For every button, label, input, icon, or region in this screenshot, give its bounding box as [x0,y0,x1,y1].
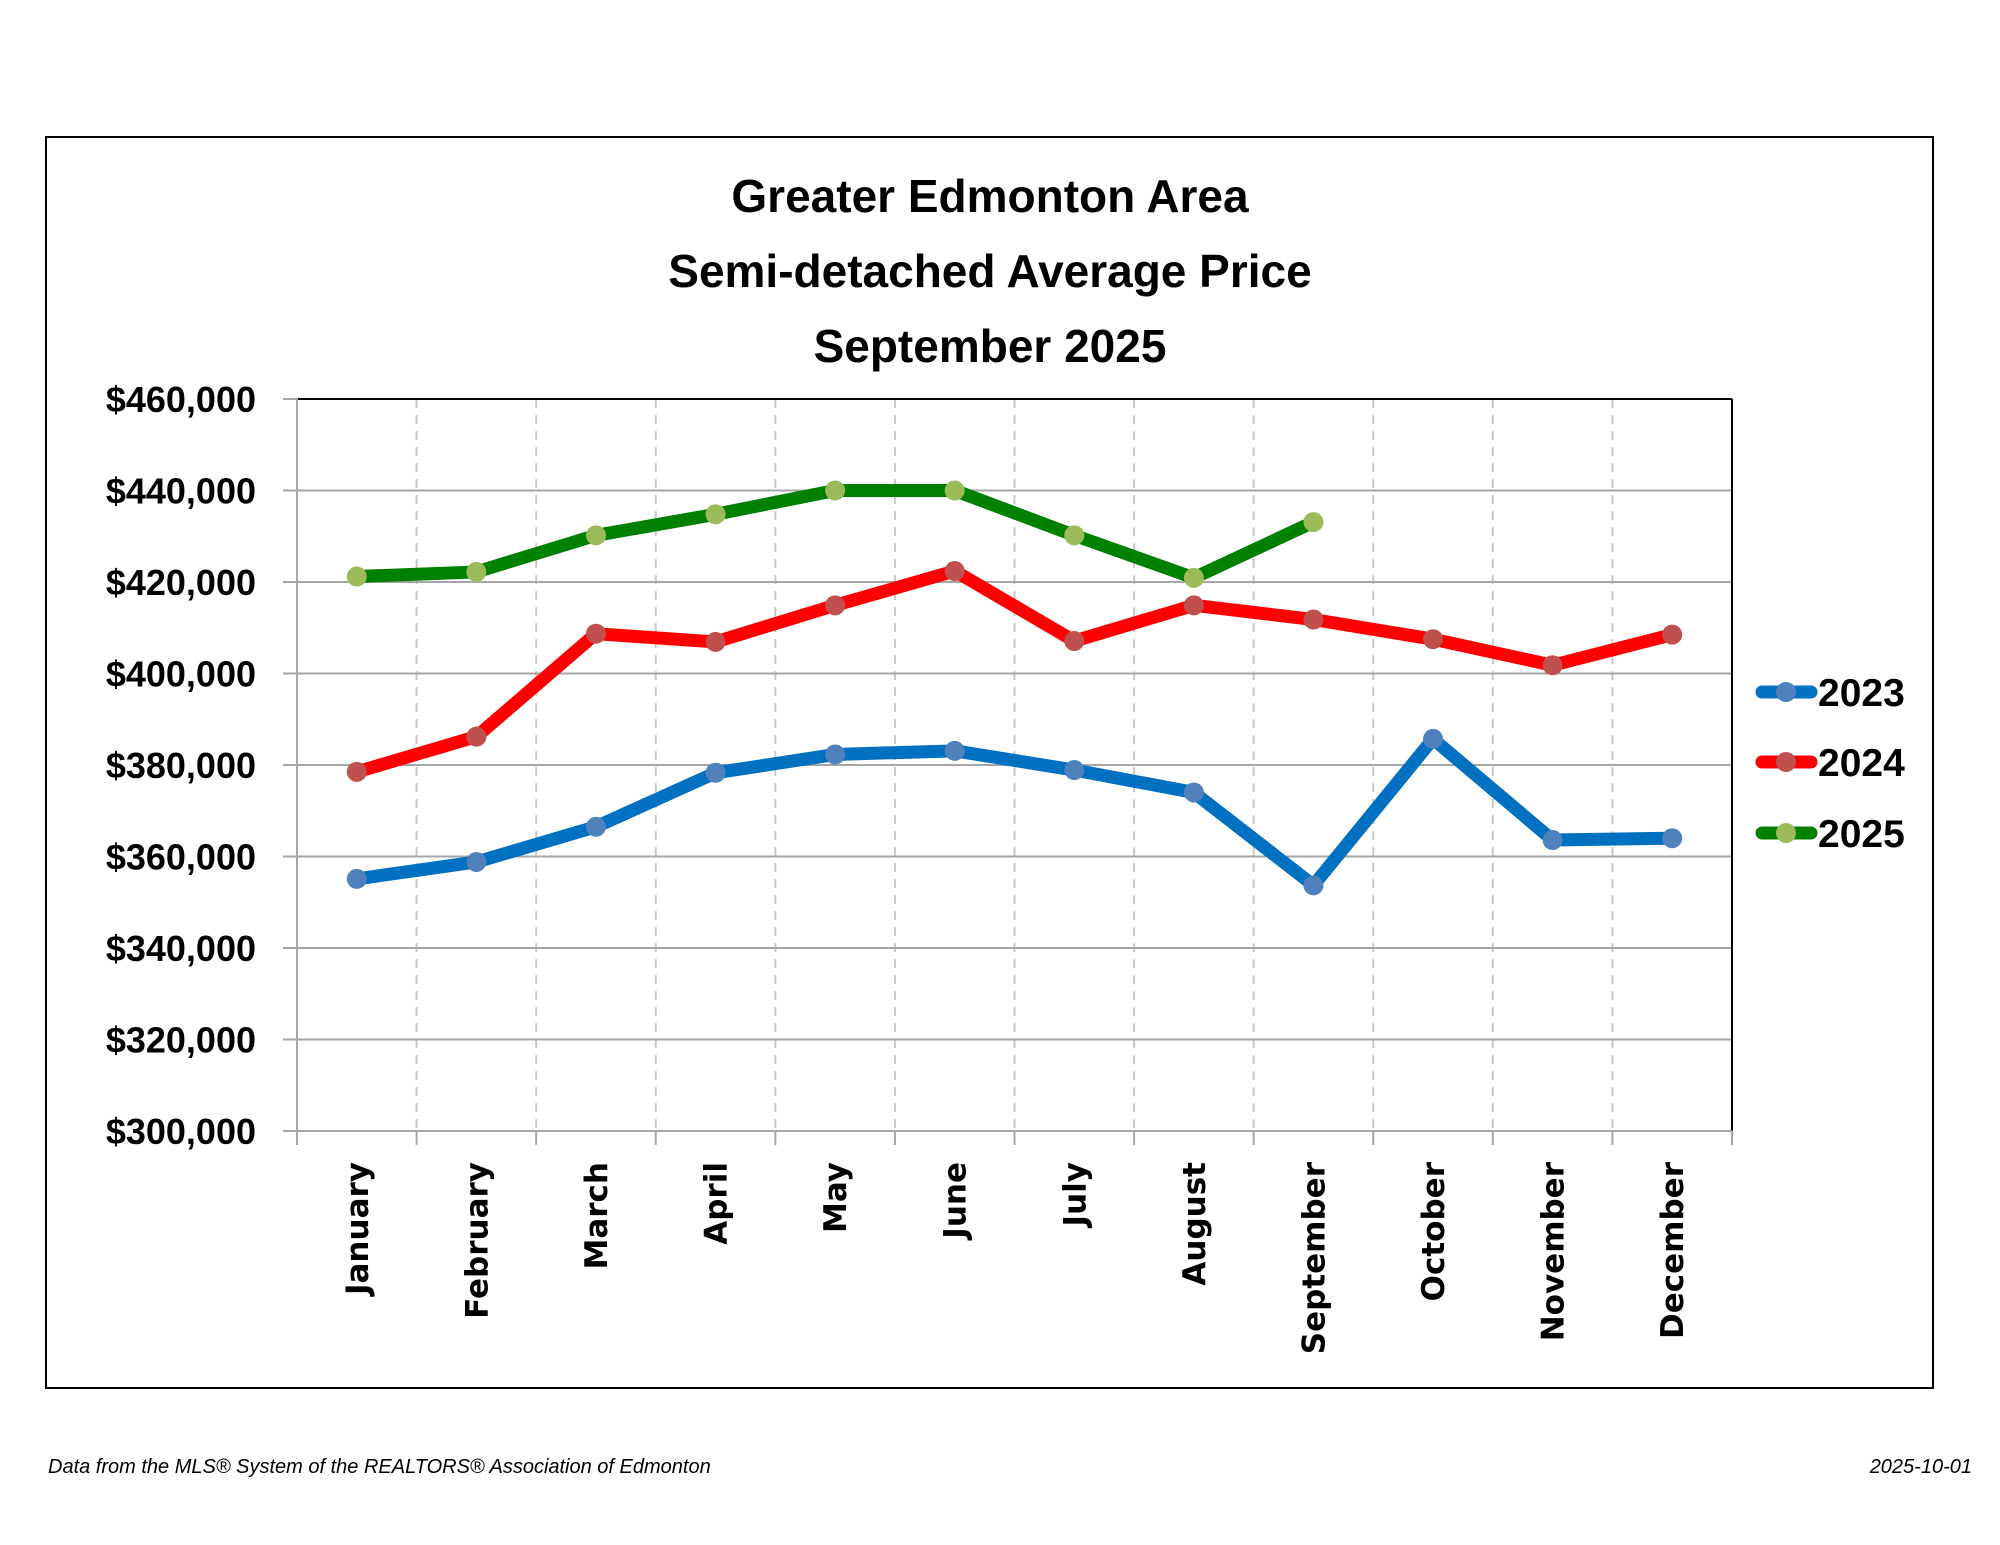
data-point-2025-august [1183,567,1204,588]
chart-title-line-1: Greater Edmonton Area [731,170,1249,222]
series-2024 [346,561,1683,782]
y-tick-label: $420,000 [106,562,256,603]
legend-label: 2023 [1818,672,1905,715]
chart-title-line-3: September 2025 [814,320,1167,372]
data-point-2023-april [705,762,726,783]
data-point-2023-june [944,740,965,761]
data-point-2025-february [466,561,487,582]
data-point-2024-may [825,595,846,616]
data-point-2025-april [705,504,726,525]
y-axis-tick-labels: $300,000 $320,000 $340,000 $360,000 $380,000… [106,379,256,1152]
axes [283,398,1733,1145]
legend-marker-2025 [1776,823,1796,843]
series-line-2023 [350,732,1679,892]
y-tick-label: $460,000 [106,379,256,420]
data-point-2024-july [1064,631,1085,652]
data-point-2025-july [1064,525,1085,546]
legend-item-2024: 2024 [1755,742,1905,785]
data-point-2024-january [346,761,367,782]
x-tick-label: March [579,1162,615,1270]
y-tick-label: $320,000 [106,1020,256,1061]
x-tick-label: December [1655,1161,1691,1339]
legend: 2023 2024 2025 [1755,672,1905,856]
data-point-2023-july [1064,760,1085,781]
y-tick-label: $340,000 [106,928,256,969]
x-tick-label: October [1416,1161,1452,1301]
data-point-2025-may [825,480,846,501]
data-point-2024-march [585,623,606,644]
legend-marker-2023 [1776,682,1796,702]
data-point-2024-april [705,631,726,652]
x-tick-label: May [818,1162,854,1233]
x-tick-label: July [1057,1162,1093,1228]
series-2023 [346,728,1683,896]
data-point-2023-march [585,816,606,837]
series-line-2024 [350,564,1679,779]
x-tick-label: January [340,1162,376,1297]
data-point-2023-august [1183,782,1204,803]
legend-label: 2024 [1818,742,1905,785]
gridlines [297,399,1732,1131]
y-tick-label: $300,000 [106,1111,256,1152]
data-point-2023-january [346,868,367,889]
report-date: 2025-10-01 [1869,1456,1972,1478]
data-point-2024-december [1662,624,1683,645]
data-point-2024-november [1542,655,1563,676]
x-tick-label: November [1536,1161,1572,1341]
chart-title: Greater Edmonton Area Semi-detached Aver… [668,170,1311,372]
data-point-2025-september [1303,512,1324,533]
legend-item-2023: 2023 [1755,672,1905,715]
y-tick-label: $360,000 [106,837,256,878]
data-point-2025-march [585,525,606,546]
data-point-2024-june [944,561,965,582]
source-note: Data from the MLS® System of the REALTOR… [48,1456,711,1478]
data-point-2025-june [944,480,965,501]
x-tick-label: April [699,1162,735,1245]
y-tick-label: $400,000 [106,654,256,695]
x-tick-label: June [938,1162,974,1241]
legend-label: 2025 [1818,813,1905,856]
data-point-2023-november [1542,830,1563,851]
data-point-2023-february [466,851,487,872]
y-tick-label: $380,000 [106,745,256,786]
legend-item-2025: 2025 [1755,813,1905,856]
data-point-2023-december [1662,828,1683,849]
data-point-2024-september [1303,609,1324,630]
data-point-2023-may [825,744,846,765]
x-tick-label: August [1177,1162,1213,1286]
series-2025 [346,480,1324,588]
x-tick-label: September [1296,1161,1332,1354]
data-point-2024-february [466,726,487,747]
legend-marker-2024 [1776,752,1796,772]
data-point-2024-october [1423,629,1444,650]
data-point-2024-august [1183,595,1204,616]
y-tick-label: $440,000 [106,471,256,512]
x-axis-tick-labels: January February March April May June July Augu… [340,1161,1691,1354]
data-point-2023-september [1303,875,1324,896]
x-tick-label: February [459,1162,495,1319]
series [346,480,1683,896]
chart-title-line-2: Semi-detached Average Price [668,245,1311,297]
data-point-2025-january [346,566,367,587]
data-point-2023-october [1423,728,1444,749]
